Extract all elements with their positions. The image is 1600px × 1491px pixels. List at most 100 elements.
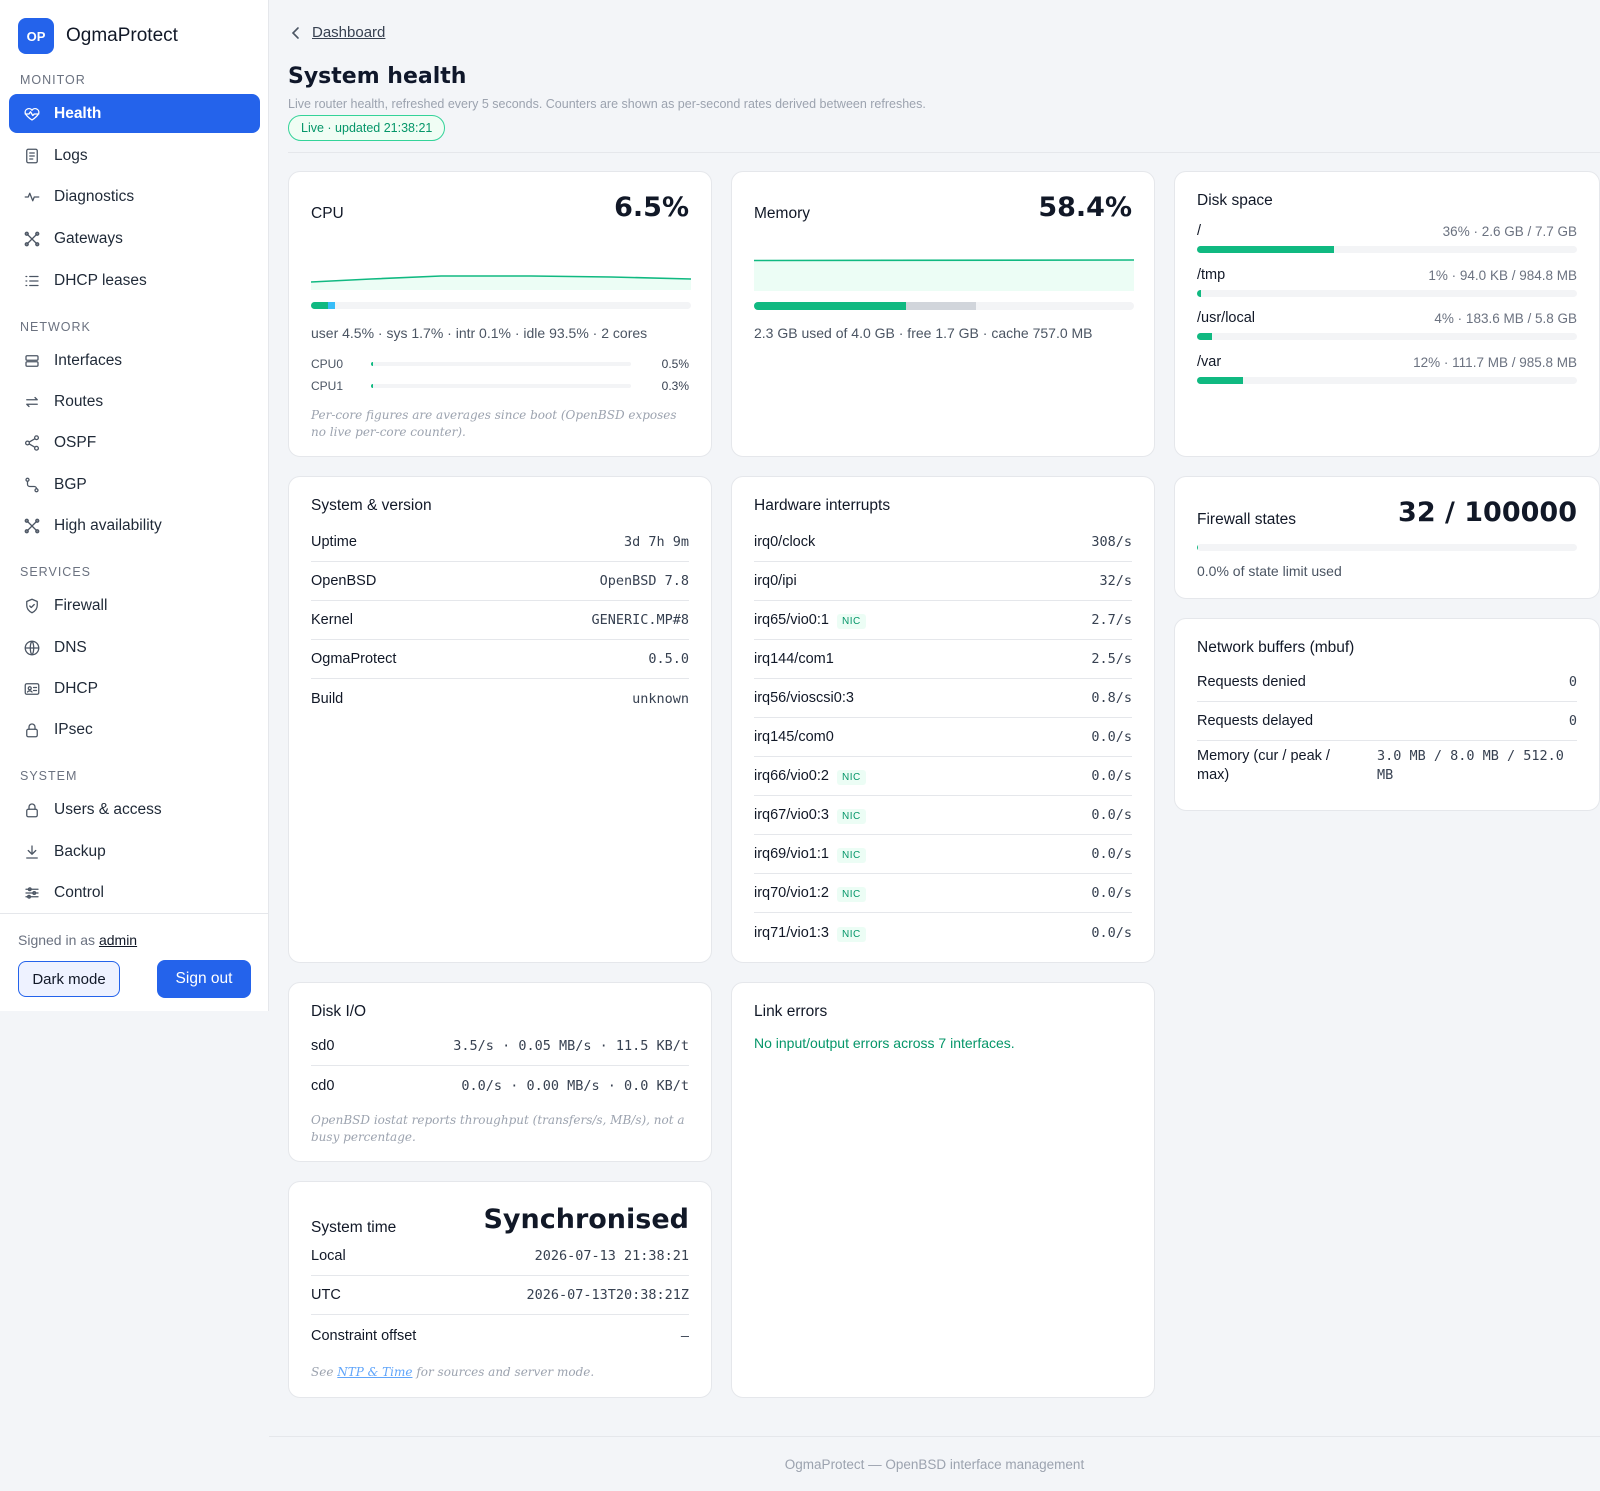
document-icon	[22, 146, 42, 166]
disk-mount-fill	[1197, 290, 1201, 297]
kv-key: Uptime	[311, 534, 357, 550]
page-title: System health	[288, 64, 467, 89]
cpu-core-0-fill	[371, 362, 373, 366]
interrupt-row: irq65/vio0:1 NIC 2.7/s	[754, 601, 1132, 640]
page-subtitle: Live router health, refreshed every 5 se…	[288, 97, 926, 111]
memory-card: Memory 58.4% 2.3 GB used of 4.0 GB · fre…	[731, 171, 1155, 457]
interrupt-name: irq145/com0	[754, 729, 834, 745]
sidebar-item-interfaces[interactable]: Interfaces	[9, 341, 260, 380]
kv-value: 0	[1568, 674, 1577, 690]
cpu-stats: user 4.5% · sys 1.7% · intr 0.1% · idle …	[311, 325, 648, 341]
kv-row: OgmaProtect 0.5.0	[311, 640, 689, 679]
sidebar-item-dhcp[interactable]: DHCP	[9, 669, 260, 708]
sidebar-item-routes[interactable]: Routes	[9, 382, 260, 421]
disk-mount-bar	[1197, 377, 1577, 384]
sidebar-item-health[interactable]: Health	[9, 94, 260, 133]
nic-badge: NIC	[836, 770, 866, 785]
kv-row: Build unknown	[311, 679, 689, 718]
sidebar-item-users-access[interactable]: Users & access	[9, 790, 260, 829]
sign-out-button[interactable]: Sign out	[157, 960, 251, 998]
interrupt-row: irq67/vio0:3 NIC 0.0/s	[754, 796, 1132, 835]
sidebar-item-gateways[interactable]: Gateways	[9, 219, 260, 258]
page-footer: OgmaProtect — OpenBSD interface manageme…	[269, 1436, 1600, 1491]
disk-io-title: Disk I/O	[311, 1003, 367, 1020]
brand-name: OgmaProtect	[66, 25, 178, 46]
globe-icon	[22, 638, 42, 658]
signed-in-text: Signed in as admin	[18, 932, 137, 948]
kv-key: Constraint offset	[311, 1327, 417, 1344]
activity-icon	[22, 187, 42, 207]
kv-row: Kernel GENERIC.MP#8	[311, 601, 689, 640]
interrupt-label: irq56/vioscsi0:3	[754, 690, 854, 706]
interrupt-label: irq144/com1	[754, 651, 834, 667]
breadcrumb[interactable]: Dashboard	[290, 24, 385, 41]
firewall-states-card: Firewall states 32 / 100000 0.0% of stat…	[1174, 476, 1600, 599]
interrupt-rate: 0.0/s	[1091, 846, 1132, 862]
system-time-title: System time	[311, 1219, 397, 1236]
kv-row: Local 2026-07-13 21:38:21	[311, 1237, 689, 1276]
interrupt-rate: 308/s	[1091, 534, 1132, 550]
kv-key: Build	[311, 690, 344, 707]
signed-in-user-link[interactable]: admin	[98, 932, 138, 948]
sidebar-item-label: Backup	[54, 842, 106, 860]
disk-io-note: OpenBSD iostat reports throughput (trans…	[311, 1113, 685, 1144]
disk-mount-value: 1% · 94.0 KB / 984.8 MB	[1428, 268, 1577, 283]
sidebar-item-diagnostics[interactable]: Diagnostics	[9, 177, 260, 216]
lock-icon	[22, 720, 42, 740]
sidebar-item-high-availability[interactable]: High availability	[9, 506, 260, 545]
sidebar-item-ipsec[interactable]: IPsec	[9, 710, 260, 749]
interrupt-rate: 0.0/s	[1091, 768, 1132, 784]
firewall-usage-bar	[1197, 544, 1577, 551]
firewall-value: 32 / 100000	[1398, 497, 1577, 528]
sidebar-item-logs[interactable]: Logs	[9, 136, 260, 175]
kv-row: OpenBSD OpenBSD 7.8	[311, 562, 689, 601]
disk-mount-label: /var	[1197, 354, 1222, 370]
interrupt-row: irq56/vioscsi0:3 0.8/s	[754, 679, 1132, 718]
sidebar-item-backup[interactable]: Backup	[9, 832, 260, 871]
kv-key: Local	[311, 1248, 346, 1264]
sidebar-item-label: DNS	[54, 638, 87, 656]
interrupts-card: Hardware interrupts irq0/clock 308/s irq0/…	[731, 476, 1155, 963]
kv-value: 3d 7h 9m	[623, 534, 689, 550]
sidebar-item-control[interactable]: Control	[9, 873, 260, 912]
nic-badge: NIC	[836, 926, 866, 942]
sidebar-item-firewall[interactable]: Firewall	[9, 586, 260, 625]
kv-value: 3.5/s · 0.05 MB/s · 11.5 KB/t	[453, 1038, 689, 1054]
ntp-time-link[interactable]: NTP & Time	[337, 1365, 413, 1379]
firewall-note: 0.0% of state limit used	[1197, 563, 1342, 579]
nic-badge: NIC	[836, 809, 866, 824]
disk-mount-fill	[1197, 377, 1243, 384]
sidebar-footer: Signed in as admin Dark mode Sign out	[0, 913, 269, 1011]
brand-logo: OP	[18, 18, 54, 54]
memory-value: 58.4%	[1038, 192, 1132, 223]
interrupt-rate: 0.8/s	[1091, 690, 1132, 706]
sidebar-item-dhcp-leases[interactable]: DHCP leases	[9, 261, 260, 300]
mbuf-card: Network buffers (mbuf) Requests denied 0 …	[1174, 618, 1600, 811]
sidebar-item-dns[interactable]: DNS	[9, 628, 260, 667]
kv-key: Requests denied	[1197, 674, 1306, 690]
kv-value: 0	[1568, 713, 1577, 729]
interrupt-row: irq0/clock 308/s	[754, 523, 1132, 562]
sidebar-item-ospf[interactable]: OSPF	[9, 423, 260, 462]
disk-mount-fill	[1197, 333, 1213, 340]
memory-stats: 2.3 GB used of 4.0 GB · free 1.7 GB · ca…	[754, 325, 1093, 341]
breadcrumb-dashboard-link[interactable]: Dashboard	[312, 24, 386, 41]
interrupt-label: irq70/vio1:2	[754, 885, 829, 901]
sidebar-item-label: Control	[54, 883, 104, 901]
memory-cache-fill	[906, 302, 977, 310]
kv-row: Requests delayed 0	[1197, 702, 1577, 741]
brand[interactable]: OP OgmaProtect	[18, 18, 178, 54]
sidebar-item-bgp[interactable]: BGP	[9, 465, 260, 504]
dark-mode-button[interactable]: Dark mode	[18, 961, 120, 997]
link-errors-message: No input/output errors across 7 interfac…	[754, 1035, 1015, 1051]
list-icon	[22, 271, 42, 291]
interrupt-name: irq70/vio1:2 NIC	[754, 885, 866, 902]
cpu-core-1-value: 0.3%	[661, 379, 689, 393]
disk-mount-value: 12% · 111.7 MB / 985.8 MB	[1413, 355, 1577, 370]
disk-mount-bar	[1197, 333, 1577, 340]
cpu-core-0-value: 0.5%	[661, 357, 689, 371]
sidebar-item-label: Diagnostics	[54, 187, 135, 205]
disk-mount-bar	[1197, 290, 1577, 297]
heart-pulse-icon	[22, 104, 42, 124]
memory-used-fill	[754, 302, 906, 310]
